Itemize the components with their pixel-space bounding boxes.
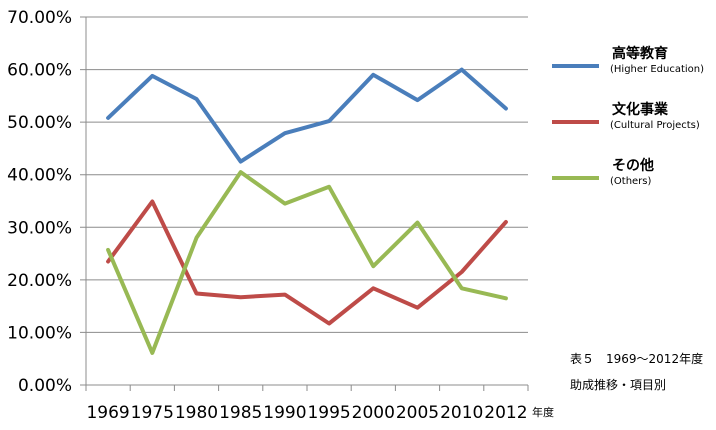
legend-label: 高等教育 (612, 46, 668, 62)
x-tick-label: 1969 (86, 403, 129, 423)
y-tick-label: 0.00% (18, 376, 72, 396)
x-tick-label: 1990 (263, 403, 306, 423)
legend-item-others: その他 (Others) (552, 157, 716, 213)
series-line-3 (106, 170, 508, 355)
caption-subtitle: 助成推移・項目別 (570, 378, 667, 392)
y-tick-label: 60.00% (7, 61, 72, 81)
x-tick-label: 2012 (484, 403, 527, 423)
legend-label: その他 (612, 158, 654, 174)
legend: 高等教育 (Higher Education) 文化事業 (Cultural P… (552, 45, 716, 213)
legend-swatch-cultural-projects (552, 120, 599, 124)
legend-item-cultural-projects: 文化事業 (Cultural Projects) (552, 101, 716, 157)
legend-swatch-higher-education (552, 64, 599, 68)
y-tick-label: 10.00% (7, 323, 72, 343)
legend-swatch-others (552, 176, 599, 180)
legend-sublabel: (Higher Education) (610, 64, 705, 75)
x-axis-label: 年度 (532, 405, 554, 419)
y-tick-label: 40.00% (7, 166, 72, 186)
y-tick-label: 70.00% (7, 8, 72, 28)
y-tick-label: 30.00% (7, 218, 72, 238)
series-line-1 (106, 67, 508, 164)
legend-sublabel: (Cultural Projects) (610, 120, 700, 131)
y-tick-label: 20.00% (7, 271, 72, 291)
caption-title: 表５ 1969～2012年度 (570, 352, 704, 366)
x-tick-label: 1980 (175, 403, 218, 423)
x-tick-label: 2000 (352, 403, 395, 423)
x-tick-label: 1995 (307, 403, 350, 423)
series-line-2 (106, 199, 508, 326)
x-tick-label: 1975 (131, 403, 174, 423)
legend-sublabel: (Others) (610, 176, 652, 187)
y-tick-label: 50.00% (7, 113, 72, 133)
x-tick-label: 1985 (219, 403, 262, 423)
x-tick-label: 2010 (440, 403, 483, 423)
legend-item-higher-education: 高等教育 (Higher Education) (552, 45, 716, 101)
legend-label: 文化事業 (612, 102, 668, 118)
x-tick-label: 2005 (396, 403, 439, 423)
